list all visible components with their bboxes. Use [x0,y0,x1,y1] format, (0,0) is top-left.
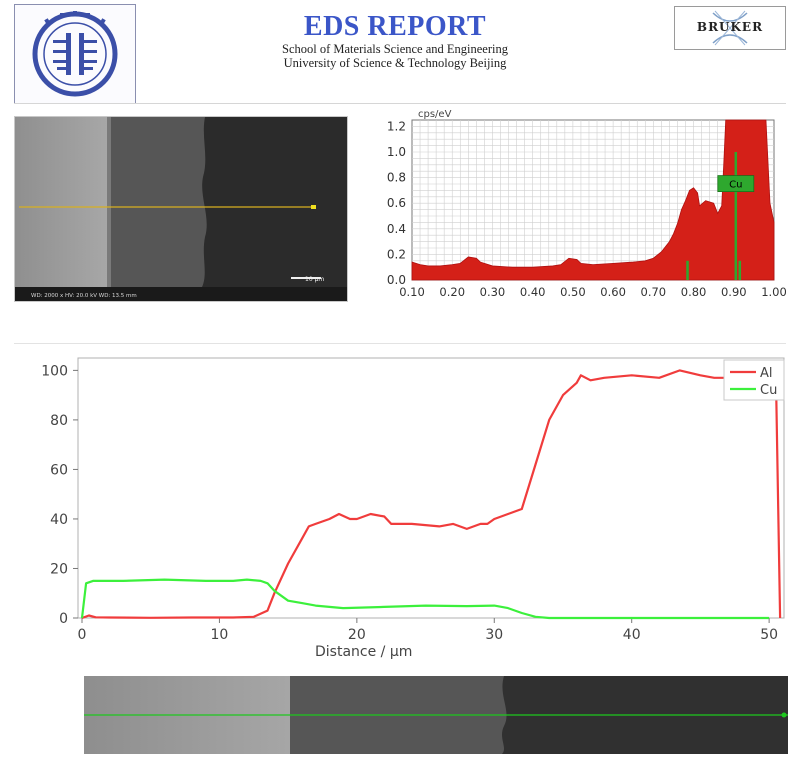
linescan-x-axis-label: Distance / µm [315,644,412,660]
spectrum-x-tick-label: 0.60 [600,285,626,299]
spectrum-x-tick-label: 0.50 [560,285,586,299]
linescan-series-cu [80,578,770,620]
linescan-x-tick-label: 50 [760,627,778,643]
bruker-logo-text: BRUKER [696,20,764,34]
section-divider [14,343,786,344]
linescan-y-tick-label: 100 [41,363,68,379]
line-scan-chart: 0 20 40 60 80 100 0 10 20 30 40 50 Distance / µm Al Cu [0,348,800,668]
linescan-y-tick-label: 80 [50,413,68,429]
linescan-y-tick-label: 0 [59,611,68,627]
spectrum-y-tick-label: 0.8 [387,171,406,185]
sem-info-bar: WD: 2000 x HV: 20.0 kV WD: 13.5 mm [15,287,347,301]
spectrum-y-tick-label: 0.0 [387,273,406,287]
sem-info-text: WD: 2000 x HV: 20.0 kV WD: 13.5 mm [31,293,137,299]
header-divider [14,103,786,104]
bruker-logo: BRUKER [674,6,786,50]
linescan-y-tick-label: 40 [50,512,68,528]
spectrum-x-tick-label: 0.10 [399,285,425,299]
spectrum-x-tick-label: 0.70 [641,285,667,299]
linescan-x-tick-label: 10 [211,627,229,643]
sem-image: 10 µm WD: 2000 x HV: 20.0 kV WD: 13.5 mm [14,116,348,302]
linescan-series-al [81,369,782,620]
report-subtitle-school: School of Materials Science and Engineer… [282,42,508,56]
spectrum-y-tick-label: 1.0 [387,145,406,159]
spectrum-y-tick-label: 1.2 [387,119,406,133]
spectrum-y-tick-label: 0.4 [387,222,406,236]
linescan-legend [723,359,785,401]
spectrum-cu-label-box [717,175,755,192]
spectrum-area [411,119,775,281]
spectrum-x-tick-label: 0.20 [439,285,465,299]
report-title: EDS REPORT [303,11,487,42]
spectrum-x-tick-label: 0.30 [480,285,506,299]
linescan-y-tick-label: 60 [50,462,68,478]
spectrum-x-tick-label: 0.40 [520,285,546,299]
spectrum-y-tick-label: 0.2 [387,247,406,261]
spectrum-x-tick-label: 0.80 [681,285,707,299]
linescan-y-tick-label: 20 [50,561,68,577]
linescan-x-tick-label: 40 [623,627,641,643]
spectrum-cu-label: Cu [729,180,742,191]
report-subtitle-university: University of Science & Technology Beiji… [283,56,507,70]
line-scan-sem-strip [84,676,788,754]
linescan-plot-area [77,357,785,619]
university-logo [14,4,136,104]
spectrum-x-tick-label: 0.90 [721,285,747,299]
eds-spectrum-chart: Cu 0.0 0.2 0.4 0.6 0.8 1.0 1.2 0.10 0.20 0.30 0.40 0… [362,104,787,310]
linescan-x-tick-label: 20 [348,627,366,643]
linescan-x-tick-label: 30 [485,627,503,643]
spectrum-y-axis-label: cps/eV [418,109,452,120]
sem-scale-bar-label: 10 µm [305,276,325,283]
linescan-legend-label: Al [760,366,773,381]
linescan-x-tick-label: 0 [78,627,87,643]
spectrum-x-tick-label: 1.00 [761,285,786,299]
linescan-legend-label: Cu [760,383,777,398]
spectrum-y-tick-label: 0.6 [387,196,406,210]
